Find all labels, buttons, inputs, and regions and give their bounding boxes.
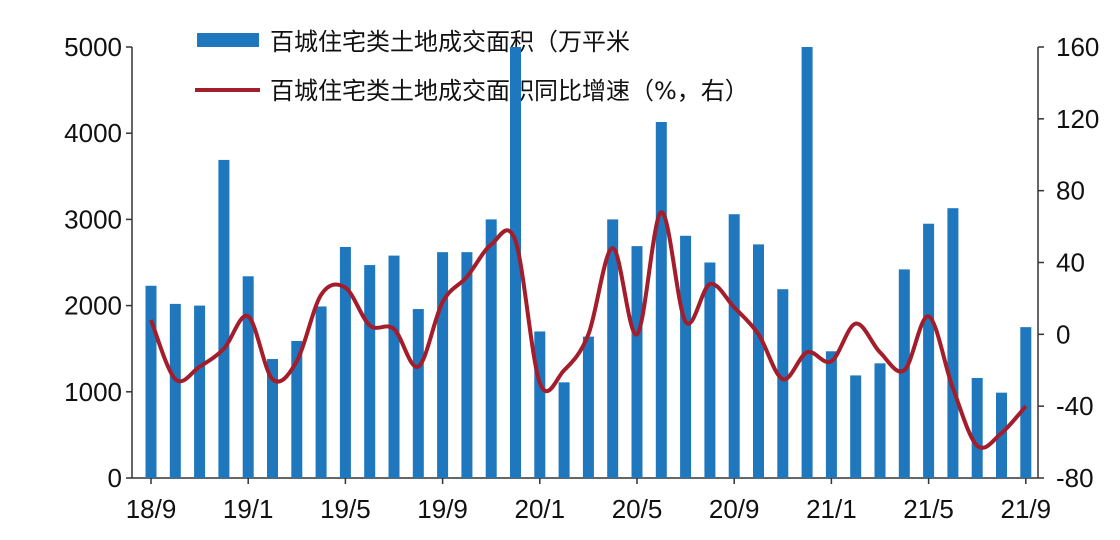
chart-legend: 百城住宅类土地成交面积（万平米 百城住宅类土地成交面积同比增速（%，右） [195,28,749,105]
bar [194,305,206,478]
left-tick-label: 1000 [64,377,122,407]
left-tick-label: 2000 [64,291,122,321]
x-tick-label: 20/5 [612,494,663,524]
bar [582,336,594,478]
x-tick-label: 21/1 [806,494,857,524]
bar [364,265,376,478]
left-tick-label: 5000 [64,32,122,62]
bar [874,363,886,478]
axes: 0 1000 2000 3000 4000 5000 -80 -40 0 40 80 120 160 18… [64,32,1099,524]
x-tick-label: 21/9 [1000,494,1051,524]
bar [680,235,692,478]
bar [145,285,157,478]
bar [461,252,473,478]
bar [947,208,959,478]
x-tick-label: 19/1 [223,494,274,524]
right-tick-label: 80 [1056,176,1085,206]
bar [437,252,449,478]
bar [801,47,813,478]
bar [218,159,230,478]
bar [898,269,910,478]
bar [169,303,181,478]
left-tick-label: 4000 [64,118,122,148]
bar [728,214,740,478]
x-tick-label: 18/9 [126,494,177,524]
x-tick-label: 20/1 [514,494,565,524]
bar [850,375,862,478]
bar [267,359,278,478]
bar [825,351,837,478]
bar [485,219,497,478]
left-tick-label: 3000 [64,204,122,234]
bar [558,382,570,478]
right-tick-label: 40 [1056,248,1085,278]
bar [510,47,521,478]
x-tick-label: 19/9 [417,494,468,524]
bar [412,309,424,478]
bar [339,246,351,478]
bar [315,306,327,478]
bar [607,219,619,478]
bar [753,244,764,478]
bar [242,276,254,478]
bar [704,262,716,478]
right-tick-label: 0 [1056,319,1070,349]
legend-label-bar: 百城住宅类土地成交面积（万平米 [270,28,630,56]
bar [534,331,546,478]
right-tick-label: -80 [1056,463,1094,493]
x-tick-label: 20/9 [709,494,760,524]
bar-series [145,47,1032,478]
left-tick-label: 0 [108,463,122,493]
x-tick-label: 21/5 [903,494,954,524]
right-tick-label: 120 [1056,104,1099,134]
bar [971,378,983,478]
bar [388,255,400,478]
line-series [149,210,1028,450]
bar [1020,327,1032,478]
growth-line [149,210,1028,450]
bar [923,223,935,478]
right-tick-label: 160 [1056,32,1099,62]
bar [655,121,667,478]
bar [291,340,303,478]
legend-swatch-bar [197,33,259,47]
right-tick-label: -40 [1056,391,1094,421]
bar [777,289,789,478]
legend-label-line: 百城住宅类土地成交面积同比增速（%，右） [270,77,749,105]
bar [631,246,643,478]
x-tick-label: 19/5 [320,494,371,524]
